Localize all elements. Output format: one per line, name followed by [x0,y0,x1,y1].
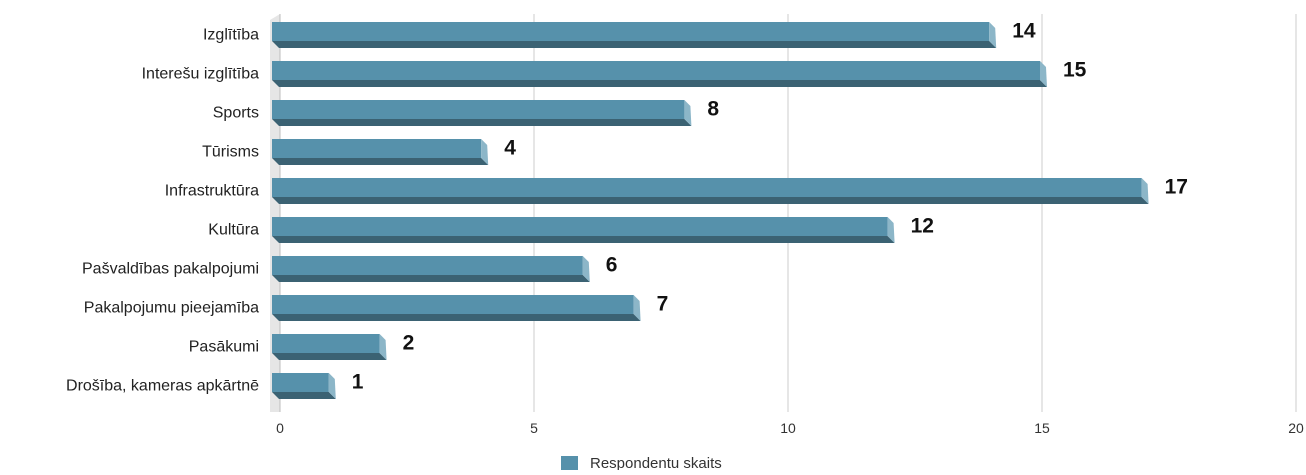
bar-bottom-face [272,392,336,399]
bar [272,373,329,392]
bar-end-face [582,256,590,282]
bar-bottom-face [272,80,1047,87]
bar-end-face [684,100,692,126]
legend-label: Respondentu skaits [590,455,722,470]
bar [272,217,888,236]
category-label: Sports [213,105,259,122]
data-label: 4 [504,137,516,160]
bar-end-face [1141,178,1149,204]
bar-bottom-face [272,275,590,282]
bar-end-face [1040,61,1047,87]
bar [272,178,1142,197]
bar [272,256,583,275]
bar-bottom-face [272,158,489,165]
category-label: Pasākumi [189,339,259,356]
bar [272,139,482,158]
category-label: Kultūra [208,222,259,239]
bar-end-face [633,295,641,321]
data-label: 12 [911,215,934,238]
data-label: 15 [1063,59,1087,82]
bar [272,295,634,314]
bar-end-face [989,22,997,48]
bar-bottom-face [272,41,997,48]
bar [272,100,685,119]
bar-bottom-face [272,314,641,321]
data-label: 17 [1165,176,1188,199]
x-tick-label: 20 [1288,420,1304,436]
bar-end-face [887,217,895,243]
category-label: Drošība, kameras apkārtnē [66,378,259,395]
bar [272,61,1040,80]
bar-end-face [328,373,336,399]
bar-bottom-face [272,119,692,126]
legend-swatch [561,456,578,470]
category-label: Pakalpojumu pieejamība [84,300,259,317]
data-label: 14 [1012,20,1036,43]
category-label: Infrastruktūra [165,183,259,200]
x-tick-label: 5 [530,420,538,436]
x-tick-label: 10 [780,420,796,436]
category-label: Pašvaldības pakalpojumi [82,261,259,278]
data-label: 8 [707,98,719,121]
bar-end-face [481,139,489,165]
x-tick-label: 15 [1034,420,1050,436]
data-label: 1 [352,371,364,394]
data-label: 6 [606,254,618,277]
data-label: 7 [657,293,669,316]
bar-bottom-face [272,353,387,360]
bar-end-face [379,334,387,360]
category-label: Tūrisms [202,144,259,161]
category-label: Izglītība [203,27,259,44]
bar-bottom-face [272,236,895,243]
bar-bottom-face [272,197,1149,204]
bar [272,22,990,41]
x-tick-label: 0 [276,420,284,436]
category-label: Interešu izglītība [142,66,260,83]
data-label: 2 [403,332,415,355]
bar [272,334,380,353]
